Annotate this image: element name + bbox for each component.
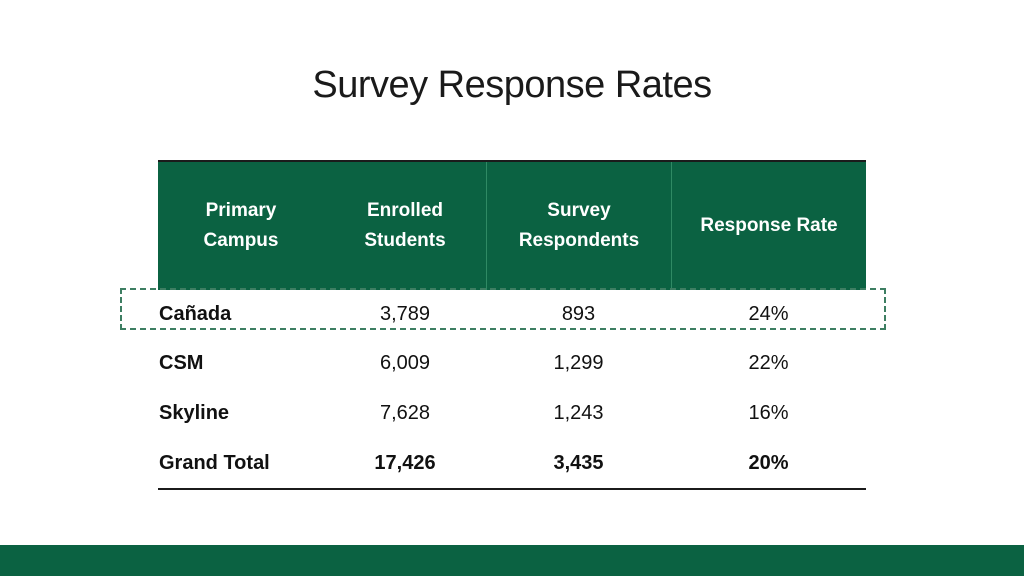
enrolled-cell: 6,009 — [379, 351, 431, 374]
respondents-cell: 1,243 — [553, 401, 604, 424]
header-primary-campus: Primary Campus — [203, 200, 279, 251]
enrolled-cell: 7,628 — [379, 401, 431, 424]
table-row: Skyline 7,628 1,243 16% — [158, 388, 866, 438]
header-response-rate: Response Rate — [671, 162, 866, 290]
table-header-row: Primary Campus Enrolled Students Survey … — [158, 160, 866, 290]
table-row: CSM 6,009 1,299 22% — [158, 338, 866, 388]
campus-cell: Skyline — [159, 401, 230, 424]
rate-cell: 24% — [748, 302, 789, 325]
slide-title: Survey Response Rates — [312, 64, 712, 106]
footer-bar — [0, 545, 1024, 576]
total-enrolled-cell: 17,426 — [374, 451, 436, 474]
respondents-cell: 1,299 — [553, 351, 604, 374]
header-enrolled-students: Enrolled Students — [364, 200, 446, 251]
header-survey-respondents: Survey Respondents — [486, 162, 671, 290]
rate-cell: 16% — [748, 401, 789, 424]
campus-cell: Cañada — [159, 302, 232, 325]
table-total-row: Grand Total 17,426 3,435 20% — [158, 438, 866, 488]
enrolled-cell: 3,789 — [379, 302, 431, 325]
rate-cell: 22% — [748, 351, 789, 374]
campus-cell: CSM — [159, 351, 204, 374]
total-rate-cell: 20% — [748, 451, 789, 474]
total-respondents-cell: 3,435 — [553, 451, 604, 474]
respondents-cell: 893 — [561, 302, 596, 325]
response-rates-table: Primary Campus Enrolled Students Survey … — [158, 160, 866, 490]
table-row: Cañada 3,789 893 24% — [158, 290, 866, 338]
total-label-cell: Grand Total — [159, 451, 270, 474]
table-bottom-rule — [158, 488, 866, 490]
